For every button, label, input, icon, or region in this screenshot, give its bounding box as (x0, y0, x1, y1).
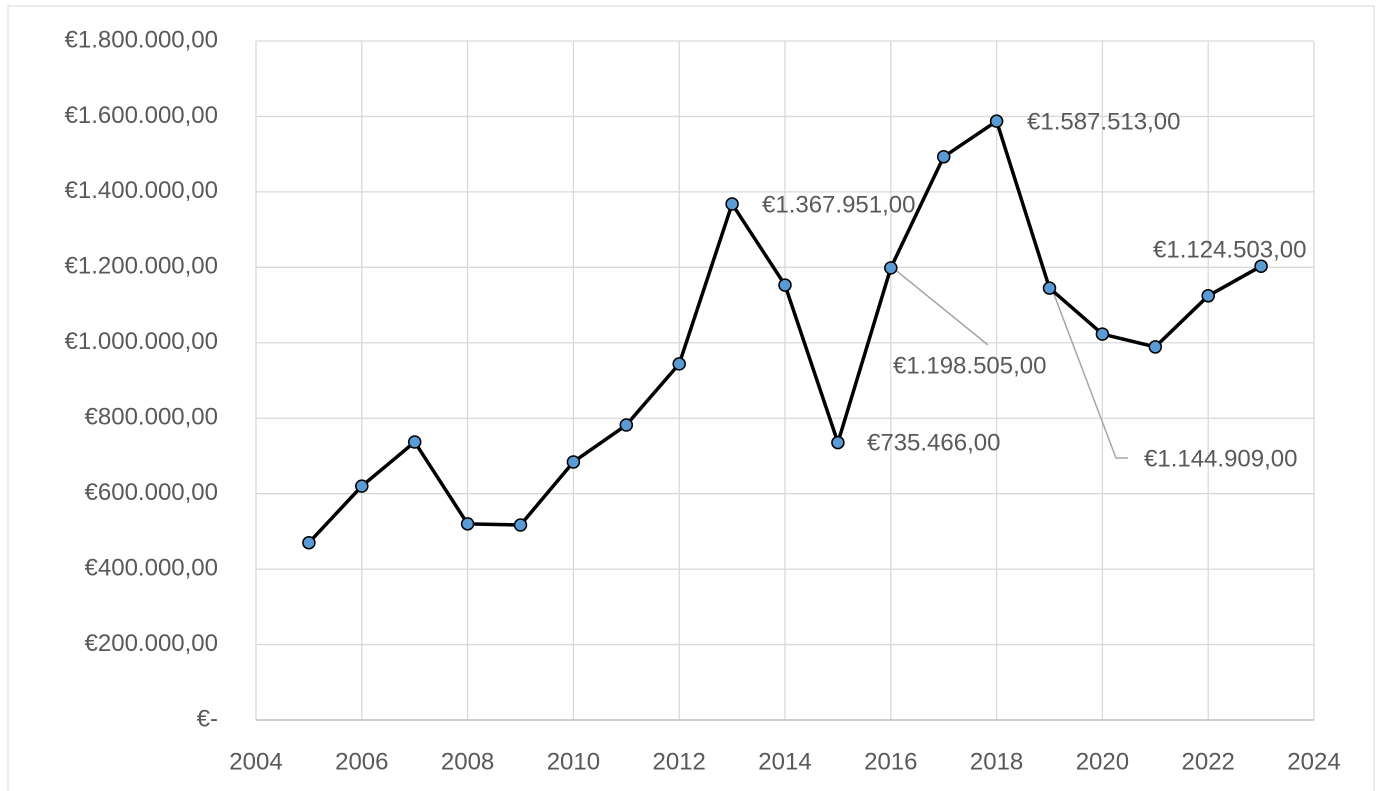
marker (884, 261, 898, 275)
data-label: €1.144.909,00 (1144, 445, 1297, 472)
x-tick-label: 2012 (653, 748, 706, 775)
y-tick-label: €1.000.000,00 (65, 328, 218, 355)
data-label: €1.367.951,00 (762, 191, 915, 218)
marker (566, 455, 581, 469)
marker (460, 517, 475, 531)
marker (355, 479, 369, 493)
chart-border (7, 5, 1375, 791)
marker (989, 114, 1004, 128)
y-tick-label: €600.000,00 (85, 479, 218, 506)
x-tick-label: 2008 (441, 748, 494, 775)
x-tick-label: 2010 (547, 748, 600, 775)
y-tick-label: €1.200.000,00 (65, 253, 218, 280)
marker (1095, 327, 1110, 341)
y-tick-label: €400.000,00 (85, 554, 218, 581)
marker (831, 435, 845, 450)
data-label: €1.198.505,00 (893, 352, 1046, 379)
data-label: €1.587.513,00 (1027, 108, 1180, 135)
x-tick-label: 2020 (1076, 748, 1129, 775)
y-tick-label: €800.000,00 (85, 404, 218, 431)
marker (407, 435, 422, 449)
marker (1148, 340, 1163, 354)
data-label: €1.124.503,00 (1153, 236, 1306, 263)
marker (513, 518, 528, 532)
x-tick-label: 2016 (864, 748, 917, 775)
x-tick-label: 2006 (335, 748, 388, 775)
x-tick-label: 2014 (758, 748, 811, 775)
y-tick-label: €1.800.000,00 (65, 26, 218, 53)
marker (725, 197, 739, 211)
marker (619, 418, 634, 432)
marker (778, 278, 792, 292)
marker (936, 150, 951, 164)
marker (302, 535, 316, 550)
x-tick-label: 2018 (970, 748, 1023, 775)
marker (1254, 259, 1268, 273)
data-label: €735.466,00 (867, 429, 1000, 456)
y-tick-label: €1.400.000,00 (65, 177, 218, 204)
x-tick-label: 2022 (1182, 748, 1235, 775)
x-tick-label: 2024 (1287, 748, 1340, 775)
marker (1042, 281, 1057, 295)
marker (672, 357, 686, 371)
x-tick-label: 2004 (229, 748, 282, 775)
y-tick-label: €- (197, 705, 218, 732)
leader-line (892, 267, 989, 346)
marker (1201, 289, 1215, 303)
leader-line (1051, 288, 1128, 459)
y-tick-label: €200.000,00 (85, 630, 218, 657)
y-tick-label: €1.600.000,00 (65, 102, 218, 129)
